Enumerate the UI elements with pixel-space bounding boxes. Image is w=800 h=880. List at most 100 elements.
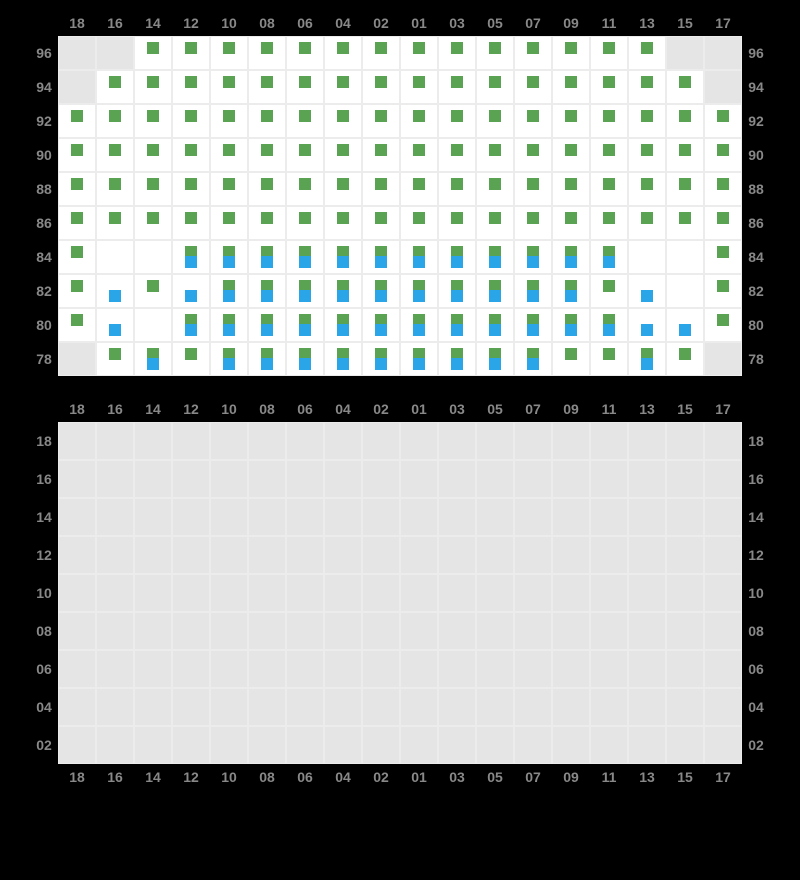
seat-cell[interactable] (438, 104, 476, 138)
seat-cell[interactable] (438, 70, 476, 104)
seat-cell[interactable] (628, 138, 666, 172)
seat-cell[interactable] (628, 274, 666, 308)
seat-cell[interactable] (134, 342, 172, 376)
seat-cell[interactable] (704, 240, 742, 274)
seat-cell[interactable] (438, 342, 476, 376)
seat-cell[interactable] (58, 138, 96, 172)
seat-cell[interactable] (628, 36, 666, 70)
seat-cell[interactable] (362, 104, 400, 138)
seat-cell[interactable] (210, 70, 248, 104)
seat-cell[interactable] (514, 70, 552, 104)
seat-cell[interactable] (96, 240, 134, 274)
seat-cell[interactable] (134, 70, 172, 104)
seat-cell[interactable] (286, 104, 324, 138)
seat-cell[interactable] (438, 172, 476, 206)
seat-cell[interactable] (58, 240, 96, 274)
seat-cell[interactable] (590, 70, 628, 104)
seat-cell[interactable] (590, 206, 628, 240)
seat-cell[interactable] (172, 308, 210, 342)
seat-cell[interactable] (286, 206, 324, 240)
seat-cell[interactable] (248, 138, 286, 172)
seat-cell[interactable] (400, 274, 438, 308)
seat-cell[interactable] (58, 274, 96, 308)
seat-cell[interactable] (134, 240, 172, 274)
seat-cell[interactable] (172, 274, 210, 308)
seat-cell[interactable] (590, 36, 628, 70)
seat-cell[interactable] (248, 104, 286, 138)
seat-cell[interactable] (96, 138, 134, 172)
seat-cell[interactable] (590, 138, 628, 172)
seat-cell[interactable] (134, 308, 172, 342)
seat-cell[interactable] (324, 308, 362, 342)
seat-cell[interactable] (248, 36, 286, 70)
seat-cell[interactable] (628, 104, 666, 138)
seat-cell[interactable] (96, 172, 134, 206)
seat-cell[interactable] (286, 342, 324, 376)
seat-cell[interactable] (362, 206, 400, 240)
seat-cell[interactable] (666, 172, 704, 206)
seat-cell[interactable] (324, 104, 362, 138)
seat-cell[interactable] (172, 138, 210, 172)
seat-cell[interactable] (514, 138, 552, 172)
seat-cell[interactable] (248, 342, 286, 376)
seat-cell[interactable] (286, 70, 324, 104)
seat-cell[interactable] (666, 274, 704, 308)
seat-cell[interactable] (362, 308, 400, 342)
seat-cell[interactable] (172, 206, 210, 240)
seat-cell[interactable] (210, 138, 248, 172)
seat-cell[interactable] (476, 274, 514, 308)
seat-cell[interactable] (514, 342, 552, 376)
seat-cell[interactable] (210, 342, 248, 376)
seat-cell[interactable] (476, 36, 514, 70)
seat-cell[interactable] (324, 274, 362, 308)
seat-cell[interactable] (324, 36, 362, 70)
seat-cell[interactable] (552, 36, 590, 70)
seat-cell[interactable] (514, 308, 552, 342)
seat-cell[interactable] (324, 172, 362, 206)
seat-cell[interactable] (438, 308, 476, 342)
seat-cell[interactable] (552, 274, 590, 308)
seat-cell[interactable] (552, 240, 590, 274)
seat-cell[interactable] (134, 274, 172, 308)
seat-cell[interactable] (134, 138, 172, 172)
seat-cell[interactable] (58, 104, 96, 138)
seat-cell[interactable] (286, 138, 324, 172)
seat-cell[interactable] (172, 240, 210, 274)
seat-cell[interactable] (248, 70, 286, 104)
seat-cell[interactable] (514, 172, 552, 206)
seat-cell[interactable] (666, 240, 704, 274)
seat-cell[interactable] (286, 308, 324, 342)
seat-cell[interactable] (438, 240, 476, 274)
seat-cell[interactable] (210, 36, 248, 70)
seat-cell[interactable] (134, 172, 172, 206)
seat-cell[interactable] (96, 342, 134, 376)
seat-cell[interactable] (704, 104, 742, 138)
seat-cell[interactable] (210, 104, 248, 138)
seat-cell[interactable] (514, 206, 552, 240)
seat-cell[interactable] (628, 308, 666, 342)
seat-cell[interactable] (362, 342, 400, 376)
seat-cell[interactable] (628, 172, 666, 206)
seat-cell[interactable] (248, 206, 286, 240)
seat-cell[interactable] (324, 70, 362, 104)
seat-cell[interactable] (438, 274, 476, 308)
seat-cell[interactable] (666, 308, 704, 342)
seat-cell[interactable] (96, 104, 134, 138)
seat-cell[interactable] (590, 172, 628, 206)
seat-cell[interactable] (96, 206, 134, 240)
seat-cell[interactable] (704, 172, 742, 206)
seat-cell[interactable] (248, 172, 286, 206)
seat-cell[interactable] (58, 206, 96, 240)
seat-cell[interactable] (400, 342, 438, 376)
seat-cell[interactable] (476, 342, 514, 376)
seat-cell[interactable] (172, 342, 210, 376)
seat-cell[interactable] (552, 104, 590, 138)
seat-cell[interactable] (476, 70, 514, 104)
seat-cell[interactable] (552, 308, 590, 342)
seat-cell[interactable] (172, 36, 210, 70)
seat-cell[interactable] (552, 206, 590, 240)
seat-cell[interactable] (96, 70, 134, 104)
seat-cell[interactable] (476, 104, 514, 138)
seat-cell[interactable] (400, 308, 438, 342)
seat-cell[interactable] (362, 70, 400, 104)
